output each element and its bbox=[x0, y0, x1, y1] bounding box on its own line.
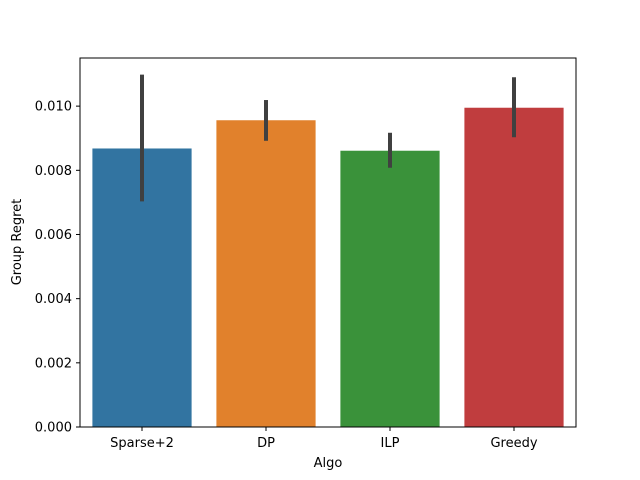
bars-layer bbox=[92, 107, 564, 428]
y-tick-label: 0.008 bbox=[35, 164, 72, 179]
errorbars-layer bbox=[140, 74, 516, 202]
y-tick-label: 0.002 bbox=[35, 356, 72, 371]
plot-frame bbox=[79, 57, 577, 428]
x-tick-label: Greedy bbox=[490, 436, 537, 451]
y-axis-title: Group Regret bbox=[10, 199, 25, 286]
y-tick-label: 0.004 bbox=[35, 292, 72, 307]
y-tick-label: 0.010 bbox=[35, 100, 72, 115]
x-tick-label: DP bbox=[257, 436, 275, 451]
y-tick-label: 0.000 bbox=[35, 421, 72, 436]
x-tick-label: Sparse+2 bbox=[110, 436, 174, 451]
y-tick-label: 0.006 bbox=[35, 228, 72, 243]
bar-greedy bbox=[464, 107, 564, 428]
x-tick-label: ILP bbox=[381, 436, 400, 451]
bar-dp bbox=[216, 120, 316, 428]
axes-layer: Sparse+2 DP ILP Greedy 0.000 0.002 0.004 0.006 0… bbox=[35, 57, 577, 451]
bar-ilp bbox=[340, 150, 440, 427]
x-axis-title: Algo bbox=[314, 456, 343, 471]
